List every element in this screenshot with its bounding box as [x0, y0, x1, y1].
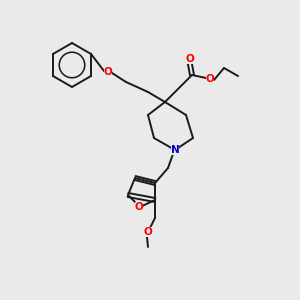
Text: O: O [144, 227, 152, 237]
Text: N: N [171, 145, 179, 155]
Text: O: O [206, 74, 214, 84]
Text: O: O [103, 67, 112, 77]
Text: O: O [135, 202, 143, 212]
Text: O: O [186, 54, 194, 64]
